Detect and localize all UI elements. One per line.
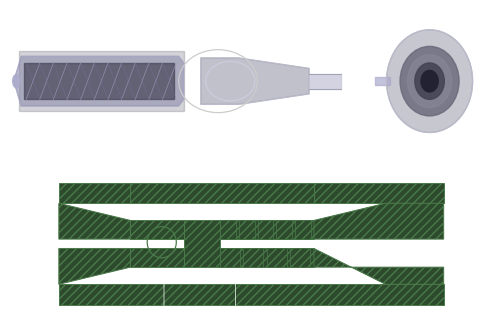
Bar	[295, 220, 311, 239]
Text: CHECK VALVE: CHECK VALVE	[140, 272, 188, 326]
Bar	[220, 220, 314, 239]
Bar	[220, 249, 240, 267]
Bar	[238, 220, 254, 239]
Bar	[276, 220, 292, 239]
Ellipse shape	[386, 30, 472, 133]
Text: (b): (b)	[32, 174, 44, 183]
Ellipse shape	[421, 71, 438, 92]
Bar	[220, 249, 314, 267]
Text: CHECK VALVE: CHECK VALVE	[47, 115, 94, 160]
Polygon shape	[14, 56, 183, 106]
Ellipse shape	[415, 63, 444, 99]
Bar	[130, 220, 184, 239]
Polygon shape	[314, 203, 444, 239]
Bar	[59, 284, 444, 304]
Bar	[267, 249, 287, 267]
Ellipse shape	[400, 46, 459, 116]
Polygon shape	[314, 249, 444, 284]
Bar	[314, 183, 444, 203]
Text: INLET: INLET	[6, 115, 26, 160]
Text: ADDITIONAL MECHANISMS: ADDITIONAL MECHANISMS	[189, 117, 282, 160]
Polygon shape	[24, 63, 174, 99]
Text: INLET: INLET	[69, 307, 89, 326]
Bar	[59, 183, 130, 203]
Polygon shape	[59, 203, 130, 239]
Polygon shape	[59, 249, 130, 284]
Bar	[184, 220, 220, 267]
Bar	[130, 183, 314, 203]
Bar	[244, 249, 264, 267]
Bar	[258, 220, 274, 239]
Text: OUTLET: OUTLET	[416, 139, 443, 160]
Bar	[130, 249, 184, 267]
Ellipse shape	[408, 55, 452, 108]
Bar	[290, 249, 310, 267]
Text: SPRING: SPRING	[222, 272, 248, 326]
Ellipse shape	[12, 74, 20, 88]
Bar	[220, 220, 236, 239]
Text: BODY: BODY	[354, 11, 372, 17]
Polygon shape	[201, 58, 309, 104]
Text: OUTLET: OUTLET	[401, 307, 428, 326]
Text: (a): (a)	[10, 8, 22, 16]
